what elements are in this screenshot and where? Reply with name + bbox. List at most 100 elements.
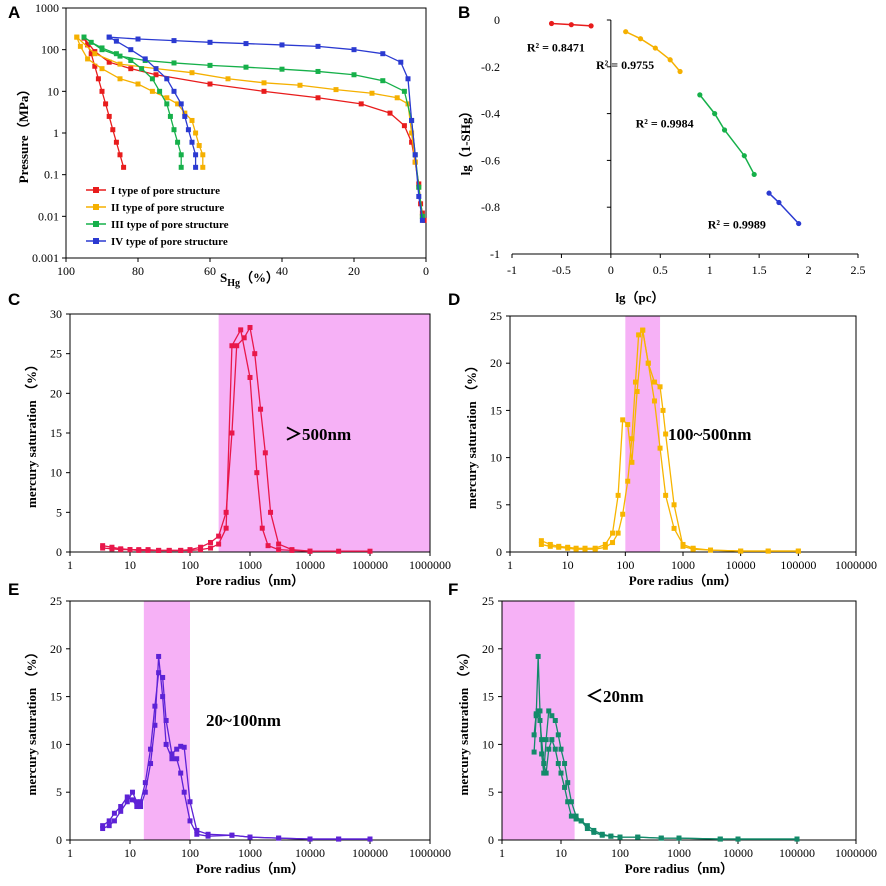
- distribution-point: [538, 538, 544, 544]
- panel-a-point: [193, 152, 199, 158]
- x-tick-label: 100000: [779, 846, 815, 860]
- panel-b-point: [652, 45, 658, 51]
- pore-range-label: ＜20nm: [586, 687, 644, 706]
- distribution-point: [657, 445, 663, 451]
- distribution-point: [307, 836, 313, 842]
- panel-e-chart: 1 10 100 1000 10000 100000 1000000 0 5 10 15 20 25 20…: [24, 594, 451, 876]
- y-tick-label: 25: [490, 309, 502, 323]
- panel-a-point: [387, 110, 393, 116]
- panel-a-ytick-label: 0.001: [32, 251, 59, 265]
- panel-a-xlabel-sub: Hg: [227, 278, 240, 289]
- distribution-point: [552, 718, 558, 723]
- panel-a-point: [95, 76, 101, 82]
- distribution-point: [106, 823, 112, 829]
- panel-label-f: F: [448, 580, 458, 599]
- distribution-point: [602, 544, 608, 550]
- distribution-point: [262, 450, 268, 456]
- panel-a-point: [128, 66, 134, 72]
- distribution-point: [610, 540, 616, 546]
- distribution-point: [100, 545, 106, 551]
- distribution-point: [610, 530, 616, 536]
- x-tick-label: 100000: [352, 558, 388, 572]
- panel-a-point: [178, 164, 184, 170]
- panel-b-ytick-label: -0.6: [481, 153, 500, 167]
- panel-b-chart: -1 -0.5 0 0.5 1 1.5 2 2.5 0 -0.2 -0.4 -0.6 -0.8 -1 R²…: [458, 13, 866, 305]
- y-tick-label: 10: [50, 466, 62, 480]
- y-tick-label: 25: [482, 594, 494, 608]
- distribution-line: [541, 328, 799, 552]
- distribution-point: [629, 436, 635, 442]
- distribution-point: [265, 543, 271, 549]
- panel-b-xtick-label: 0.5: [653, 263, 668, 277]
- distribution-point: [163, 741, 169, 747]
- panel-a-point: [315, 43, 321, 49]
- panel-a-legend-label: II type of pore structure: [111, 202, 224, 214]
- x-tick-label: 1000000: [409, 846, 451, 860]
- panel-label-b: B: [458, 3, 470, 22]
- panel-a-point: [117, 53, 123, 59]
- distribution-point: [187, 818, 193, 824]
- distribution-line: [533, 709, 797, 840]
- panel-b-ytick-label: -1: [490, 247, 500, 261]
- panel-a-point: [88, 51, 94, 57]
- distribution-point: [615, 492, 621, 498]
- distribution-point: [539, 737, 545, 743]
- y-tick-label: 10: [482, 737, 494, 751]
- panel-a-xtick-label: 20: [348, 264, 360, 278]
- distribution-point: [535, 708, 541, 714]
- distribution-point: [533, 711, 539, 717]
- distribution-point: [148, 761, 154, 767]
- distribution-point: [537, 718, 543, 723]
- distribution-point: [558, 770, 564, 776]
- panel-b-xtick-label: 1.5: [752, 263, 767, 277]
- distribution-point: [174, 756, 180, 762]
- distribution-point: [558, 746, 564, 752]
- panel-a-ytick-label: 0.01: [38, 209, 59, 223]
- panel-a-point: [99, 47, 105, 53]
- panel-a-point: [74, 34, 80, 40]
- panel-a-xtick-label: 80: [132, 264, 144, 278]
- panel-a-point: [333, 87, 339, 93]
- distribution-point: [660, 407, 666, 413]
- panel-b-point: [776, 199, 782, 206]
- distribution-point: [229, 832, 235, 838]
- distribution-point: [617, 834, 623, 840]
- distribution-point: [568, 813, 574, 819]
- distribution-point: [676, 835, 682, 841]
- distribution-point: [651, 398, 657, 404]
- panel-a-point: [193, 130, 199, 136]
- distribution-point: [531, 732, 537, 738]
- y-tick-label: 5: [56, 785, 62, 799]
- y-axis-title: mercury saturation （%）: [24, 646, 39, 796]
- panel-a-ytick-label: 1: [53, 126, 59, 140]
- distribution-point: [562, 761, 568, 767]
- panel-a-point: [164, 101, 170, 107]
- panel-a-point: [207, 81, 213, 87]
- y-tick-label: 5: [496, 498, 502, 512]
- panel-b-xtick-label: 2.5: [851, 263, 866, 277]
- panel-a-point: [157, 88, 163, 94]
- panel-b-r2-label: R² = 0.9755: [596, 58, 654, 72]
- panel-a-ytick-label: 100: [41, 43, 59, 57]
- distribution-point: [136, 547, 142, 553]
- panel-b-xtick-label: -0.5: [552, 263, 571, 277]
- panel-a-point: [297, 82, 303, 88]
- panel-b-axes: -1 -0.5 0 0.5 1 1.5 2 2.5 0 -0.2 -0.4 -0.6 -0.8 -1: [481, 13, 866, 277]
- panel-a-point: [85, 56, 91, 62]
- panel-b-point: [568, 22, 574, 28]
- x-tick-label: 1000000: [835, 558, 877, 572]
- y-tick-label: 0: [496, 545, 502, 559]
- panel-a-point: [135, 81, 141, 87]
- y-tick-label: 20: [50, 386, 62, 400]
- distribution-point: [156, 653, 162, 659]
- distribution-point: [229, 430, 235, 436]
- distribution-point: [543, 770, 549, 776]
- panel-a-point: [128, 57, 134, 63]
- distribution-point: [169, 751, 175, 757]
- x-tick-label: 100: [611, 846, 629, 860]
- distribution-point: [142, 780, 148, 786]
- panel-a-xtick-label: 0: [423, 264, 429, 278]
- panel-a-point: [243, 41, 249, 47]
- distribution-point: [216, 541, 222, 547]
- distribution-point: [106, 818, 112, 824]
